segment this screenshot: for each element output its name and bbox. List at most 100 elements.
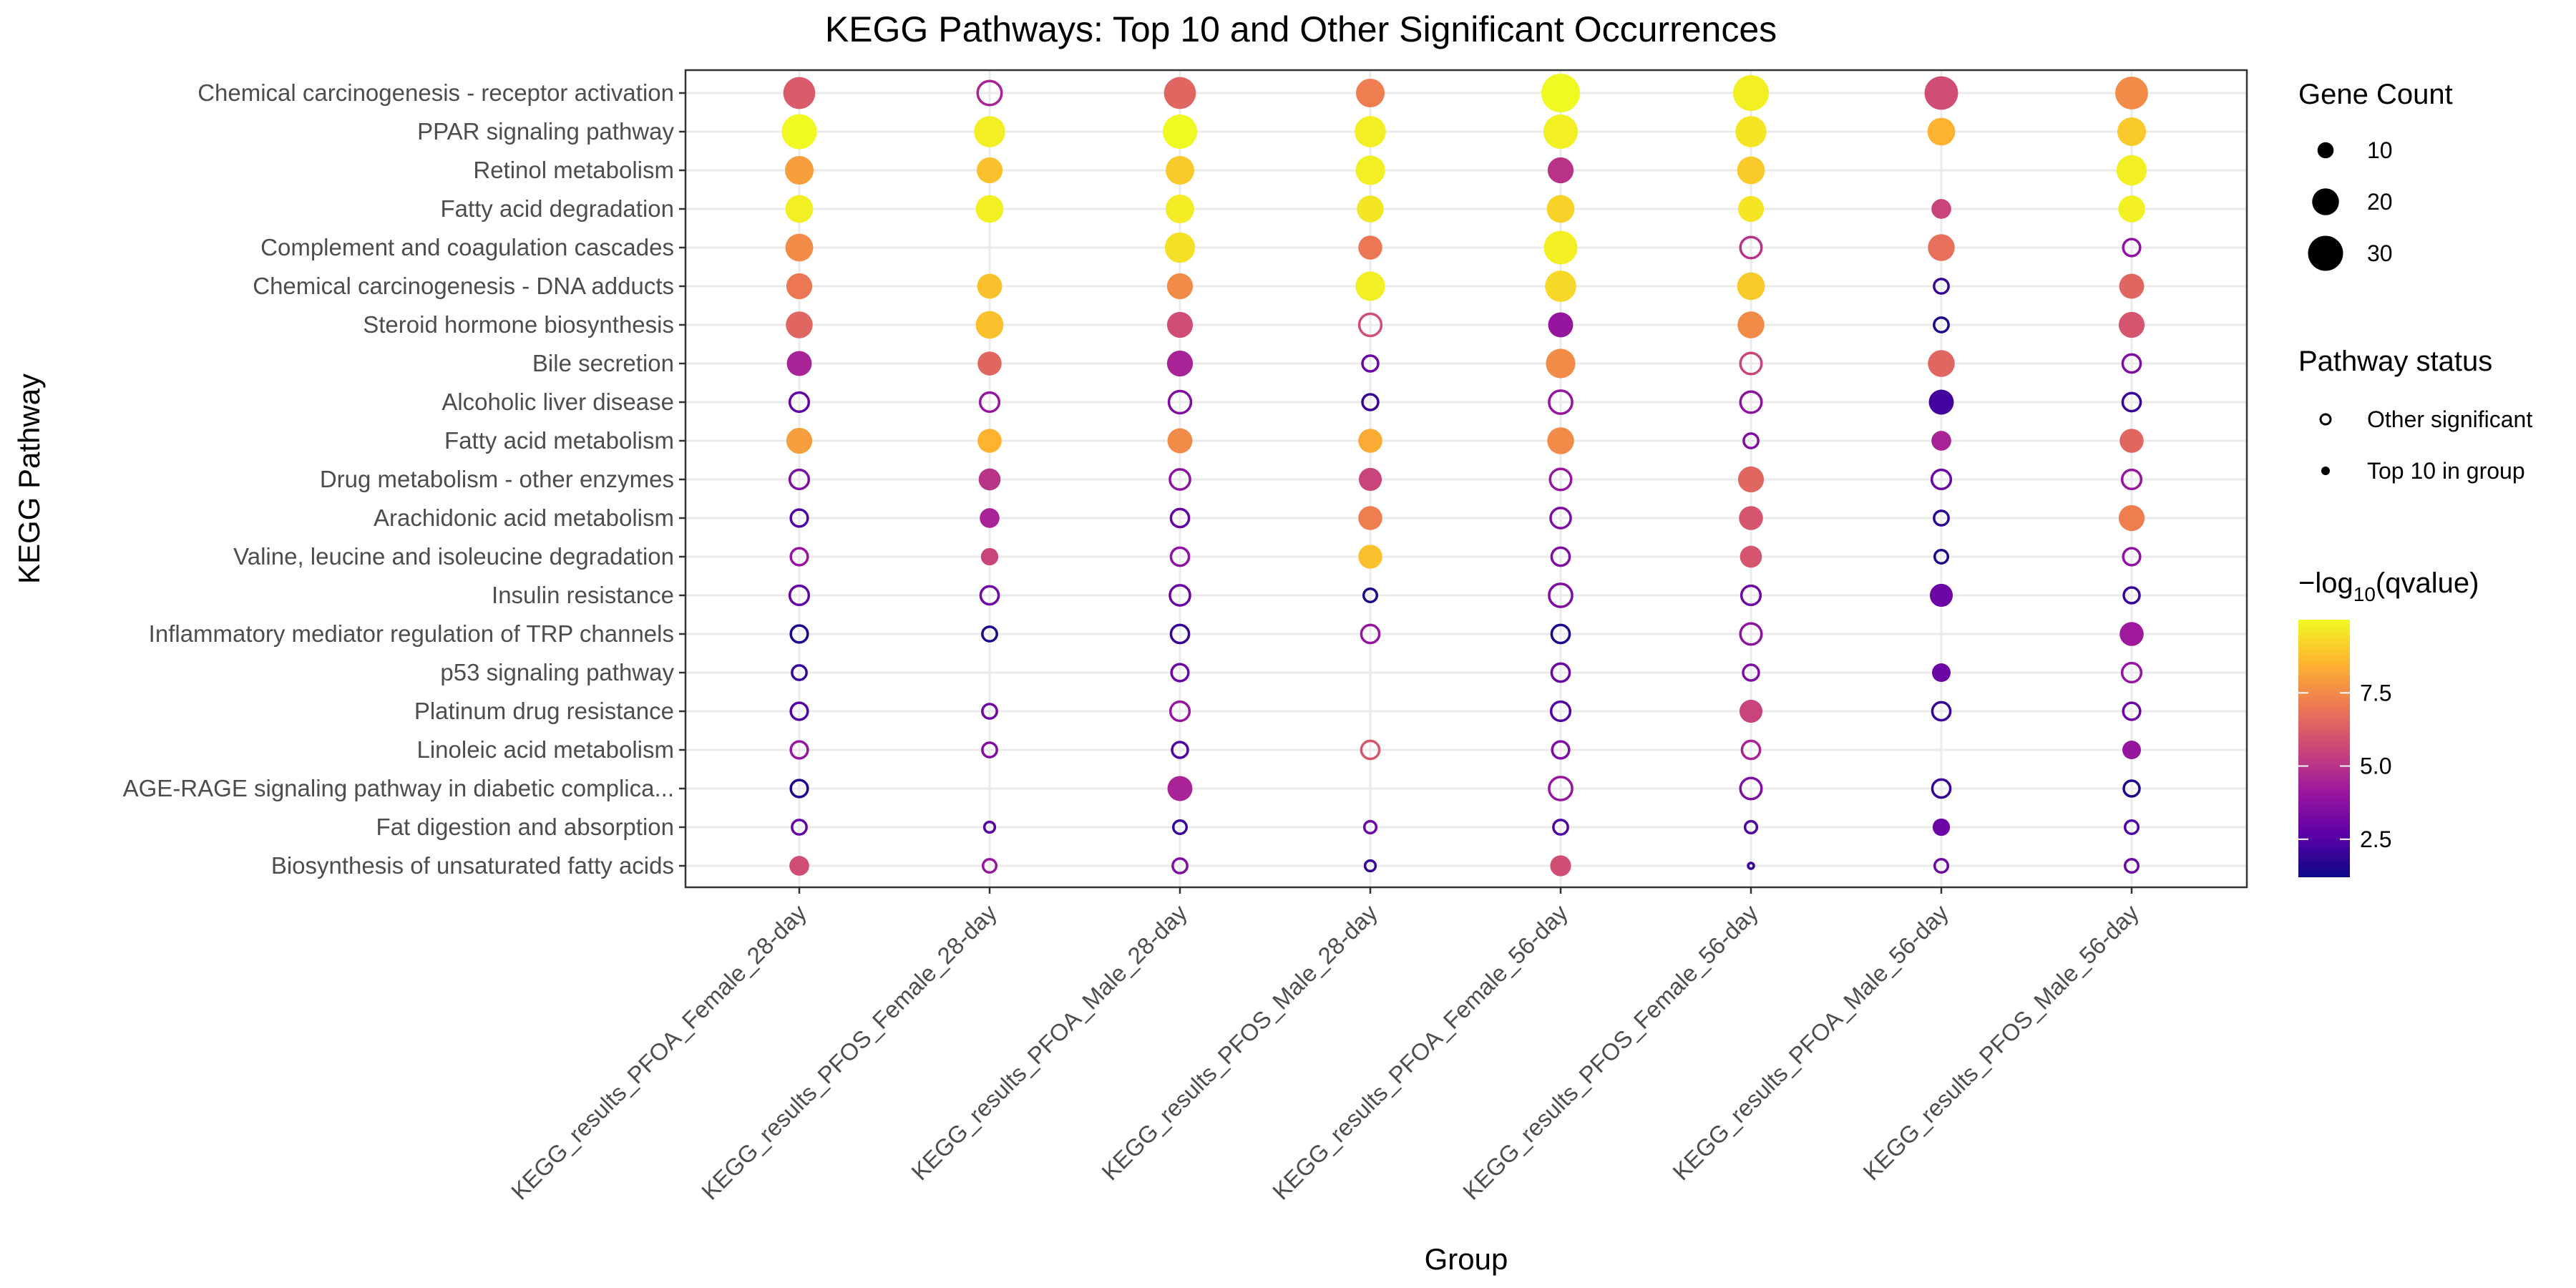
point-other-significant <box>1169 584 1191 607</box>
point-top10 <box>1739 699 1763 723</box>
point-other-significant <box>788 391 811 414</box>
legend-qvalue-title-sub: 10 <box>2353 583 2376 605</box>
point-top10 <box>1737 195 1765 223</box>
y-tick-label: Fat digestion and absorption <box>376 814 674 840</box>
point-top10 <box>1737 156 1765 185</box>
point-other-significant <box>1930 468 1953 491</box>
point-top10 <box>1358 545 1382 569</box>
legend-size-label: 20 <box>2367 189 2393 215</box>
legend-size-label: 30 <box>2367 240 2393 266</box>
point-top10 <box>1163 77 1196 109</box>
point-top10 <box>1732 74 1770 112</box>
point-other-significant <box>1933 278 1950 295</box>
y-tick-label: Biosynthesis of unsaturated fatty acids <box>271 852 674 879</box>
point-top10 <box>784 155 814 185</box>
gridlines <box>686 70 2247 887</box>
point-top10 <box>2118 311 2145 338</box>
point-top10 <box>1543 230 1578 265</box>
point-top10 <box>1928 389 1954 415</box>
y-tick-label: Alcoholic liver disease <box>441 389 674 415</box>
y-tick-label: Chemical carcinogenesis - receptor activ… <box>197 79 674 106</box>
point-other-significant <box>1739 390 1763 414</box>
point-top10 <box>1358 506 1382 530</box>
point-top10 <box>978 468 1001 491</box>
point-top10 <box>1928 350 1955 377</box>
point-top10 <box>975 195 1004 223</box>
legend-size-key <box>2317 142 2334 159</box>
point-other-significant <box>1933 316 1950 333</box>
point-other-significant <box>981 741 998 758</box>
point-top10 <box>2118 504 2145 532</box>
point-top10 <box>2117 117 2147 147</box>
point-other-significant <box>1548 389 1574 415</box>
point-other-significant <box>1550 546 1571 567</box>
point-other-significant <box>1362 587 1379 604</box>
point-other-significant <box>2123 857 2140 874</box>
point-top10 <box>1541 74 1580 112</box>
point-top10 <box>976 157 1003 184</box>
point-top10 <box>1165 155 1195 185</box>
point-top10 <box>2119 429 2144 453</box>
point-other-significant <box>2122 238 2142 258</box>
legend-qvalue: −log10(qvalue) 2.5 5.0 7.5 <box>2298 567 2479 877</box>
y-tick-label: Platinum drug resistance <box>414 698 674 724</box>
y-axis-tick-labels: Chemical carcinogenesis - receptor activ… <box>123 79 686 879</box>
point-other-significant <box>2122 701 2142 721</box>
point-other-significant <box>1548 776 1574 801</box>
x-tick-label: KEGG_results_PFOA_Female_56-day <box>1267 899 1573 1204</box>
legend-size-key <box>2308 235 2343 271</box>
point-other-significant <box>1361 393 1380 411</box>
point-top10 <box>1164 232 1196 263</box>
point-other-significant <box>976 79 1003 107</box>
point-other-significant <box>1933 509 1950 527</box>
point-other-significant <box>1548 582 1574 608</box>
point-top10 <box>1355 78 1385 108</box>
point-top10 <box>1931 199 1951 219</box>
point-other-significant <box>1742 432 1760 449</box>
point-other-significant <box>789 547 809 567</box>
point-other-significant <box>1549 507 1572 530</box>
point-other-significant <box>1360 739 1381 761</box>
point-other-significant <box>1747 862 1755 870</box>
point-top10 <box>1355 155 1385 185</box>
y-tick-label: Arachidonic acid metabolism <box>374 504 674 531</box>
plot-area <box>684 69 2248 889</box>
point-top10 <box>789 856 809 876</box>
point-top10 <box>785 195 814 223</box>
y-tick-label: Fatty acid metabolism <box>444 427 674 454</box>
point-other-significant <box>981 625 998 643</box>
point-other-significant <box>789 779 809 799</box>
point-top10 <box>785 233 814 262</box>
point-other-significant <box>789 701 809 721</box>
point-other-significant <box>791 819 808 836</box>
chart-title: KEGG Pathways: Top 10 and Other Signific… <box>825 9 1777 49</box>
legend-colorbar <box>2298 620 2350 877</box>
point-other-significant <box>1742 663 1760 682</box>
point-top10 <box>786 427 813 454</box>
point-other-significant <box>1739 351 1763 376</box>
point-top10 <box>1357 195 1384 223</box>
point-top10 <box>1932 818 1951 836</box>
point-top10 <box>786 311 813 338</box>
legend-gene-count-title: Gene Count <box>2298 79 2453 110</box>
x-tick-label: KEGG_results_PFOS_Female_56-day <box>1458 899 1763 1204</box>
point-top10 <box>1163 114 1197 149</box>
point-top10 <box>1740 545 1762 568</box>
y-tick-label: PPAR signaling pathway <box>417 118 674 145</box>
point-top10 <box>1924 76 1958 110</box>
point-other-significant <box>1169 700 1191 723</box>
point-top10 <box>1931 431 1951 451</box>
y-tick-label: Drug metabolism - other enzymes <box>320 466 674 492</box>
point-other-significant <box>1933 857 1950 874</box>
point-top10 <box>786 273 813 300</box>
point-other-significant <box>1169 468 1191 491</box>
y-tick-label: Chemical carcinogenesis - DNA adducts <box>253 273 674 299</box>
point-top10 <box>975 311 1004 339</box>
y-tick-label: Linoleic acid metabolism <box>416 736 674 763</box>
point-other-significant <box>789 508 809 528</box>
point-top10 <box>781 114 817 150</box>
point-top10 <box>1547 157 1574 184</box>
legend-colorbar-label: 7.5 <box>2360 680 2391 706</box>
point-other-significant <box>1739 622 1763 646</box>
